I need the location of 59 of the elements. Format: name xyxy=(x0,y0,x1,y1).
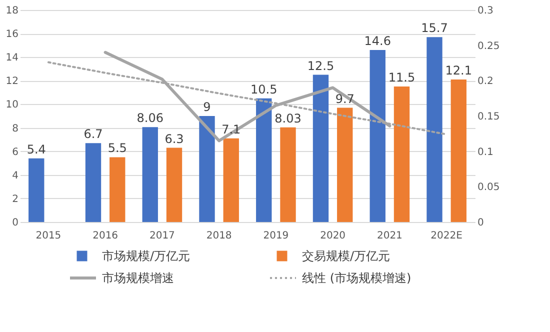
bar xyxy=(312,74,329,222)
x-tick-label: 2019 xyxy=(263,230,289,242)
y2-tick-label: 0.3 xyxy=(478,6,494,16)
bar xyxy=(280,127,296,222)
y-tick-label: 6 xyxy=(12,146,18,158)
x-tick-label: 2021 xyxy=(376,230,402,242)
y2-tick-label: 0 xyxy=(478,218,484,228)
legend-label: 交易规模/万亿元 xyxy=(302,249,390,263)
bar xyxy=(337,108,353,222)
x-tick-label: 2015 xyxy=(36,230,62,242)
y2-tick-label: 0.2 xyxy=(478,76,494,88)
data-label: 8.06 xyxy=(136,111,164,126)
bar xyxy=(223,138,239,222)
bar xyxy=(142,127,158,222)
bar xyxy=(256,98,272,222)
x-tick-label: 2020 xyxy=(320,230,346,242)
data-label: 9 xyxy=(203,100,211,114)
y-tick-label: 8 xyxy=(12,123,18,134)
bar xyxy=(85,143,102,222)
bar xyxy=(370,50,386,222)
data-label: 9.7 xyxy=(335,92,354,106)
y2-tick-label: 0.05 xyxy=(478,182,500,194)
x-tick-label: 2016 xyxy=(92,230,118,242)
data-label: 8.03 xyxy=(274,111,302,126)
data-label: 12.1 xyxy=(445,63,472,78)
data-label: 14.6 xyxy=(364,34,391,48)
y-tick-label: 12 xyxy=(6,76,18,88)
bar xyxy=(199,116,215,222)
data-label: 5.4 xyxy=(26,142,46,156)
bar xyxy=(450,79,466,222)
x-tick-label: 2018 xyxy=(206,230,232,242)
x-tick-label: 2017 xyxy=(149,230,175,242)
legend-label: 市场规模/万亿元 xyxy=(102,249,190,263)
data-label: 6.7 xyxy=(84,127,103,142)
y2-tick-label: 0.1 xyxy=(478,146,494,158)
data-label: 7.1 xyxy=(222,122,241,136)
legend-label: 线性 (市场规模增速) xyxy=(302,271,412,285)
data-label: 15.7 xyxy=(421,21,448,36)
bar xyxy=(110,157,126,222)
legend-label: 市场规模增速 xyxy=(102,271,174,285)
data-label: 12.5 xyxy=(307,58,334,73)
y2-tick-label: 0.15 xyxy=(478,112,500,122)
y-tick-label: 2 xyxy=(12,194,18,205)
bar xyxy=(28,158,44,222)
y-tick-label: 0 xyxy=(12,218,18,228)
data-label: 10.5 xyxy=(250,82,278,96)
bar xyxy=(394,86,410,222)
x-tick-label: 2022E xyxy=(430,230,462,242)
data-label: 5.5 xyxy=(108,141,127,156)
y-tick-label: 4 xyxy=(12,170,18,182)
data-label: 6.3 xyxy=(164,132,184,146)
bar xyxy=(166,148,182,222)
data-label: 11.5 xyxy=(388,70,416,85)
y-tick-label: 16 xyxy=(6,29,18,40)
y-tick-label: 10 xyxy=(6,100,18,111)
y-tick-label: 14 xyxy=(6,52,18,64)
y-tick-label: 18 xyxy=(6,6,18,16)
bar xyxy=(426,37,442,222)
y2-tick-label: 0.25 xyxy=(478,40,500,52)
